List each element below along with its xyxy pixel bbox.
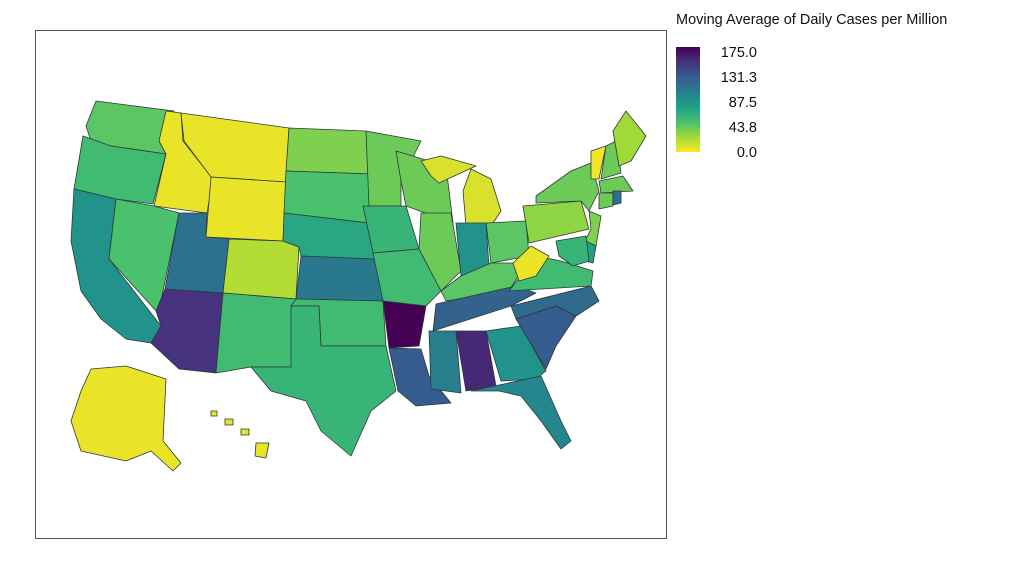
state-mo [372,248,442,307]
state-shape [365,130,422,207]
legend-title: Moving Average of Daily Cases per Millio… [676,12,948,28]
state-az [150,288,224,374]
state-shape [210,410,218,417]
state-shape [205,176,287,242]
legend-tick-label: 43.8 [728,120,757,136]
state-shape [535,162,600,212]
state-shape [598,175,634,194]
state-ny [535,162,600,212]
legend-tick-label: 0.0 [736,145,757,161]
state-shape [612,110,647,167]
state-ia [362,205,420,254]
state-shape [418,212,462,292]
state-shape [590,145,607,180]
state-ri [612,190,622,206]
state-vt [590,145,607,180]
state-shape [150,288,224,374]
state-mn [365,130,422,207]
state-shape [254,442,270,459]
legend-tick-label: 175.0 [720,45,757,61]
state-shape [522,200,590,244]
state-shape [420,155,477,184]
state-wv [512,245,550,282]
state-shape [432,285,537,332]
state-shape [512,245,550,282]
state-ak [70,365,182,472]
state-shape [240,428,250,436]
state-shape [362,205,420,254]
state-md [555,235,590,267]
state-nm [215,292,297,374]
state-shape [428,330,462,394]
state-la [388,347,452,407]
state-ga [485,325,547,382]
state-shape [612,190,622,206]
state-shape [555,235,590,267]
state-ks [295,255,384,302]
state-co [222,238,300,300]
state-il [418,212,462,292]
us-choropleth-map [70,100,647,472]
state-wy [205,176,287,242]
state-shape [470,375,572,450]
legend-tick-label: 87.5 [728,95,757,111]
state-shape [382,300,427,349]
state-shape [224,418,234,426]
state-shape [388,347,452,407]
state-hi [210,410,270,459]
state-me [612,110,647,167]
state-mi [420,155,502,227]
state-shape [285,127,372,175]
state-ma [598,175,634,194]
state-tn [432,285,537,332]
state-ct [598,192,614,210]
legend-colorbar [676,47,700,152]
state-shape [250,305,397,457]
state-shape [598,192,614,210]
state-nd [285,127,372,175]
state-shape [372,248,442,307]
state-ms [428,330,462,394]
map-panel [35,30,667,539]
state-shape [222,238,300,300]
state-tx [250,305,397,457]
state-pa [522,200,590,244]
legend-tick-label: 131.3 [720,70,757,86]
state-shape [215,292,297,374]
state-ar [382,300,427,349]
state-fl [470,375,572,450]
state-shape [295,255,384,302]
state-shape [462,168,502,227]
state-shape [485,325,547,382]
state-shape [70,365,182,472]
